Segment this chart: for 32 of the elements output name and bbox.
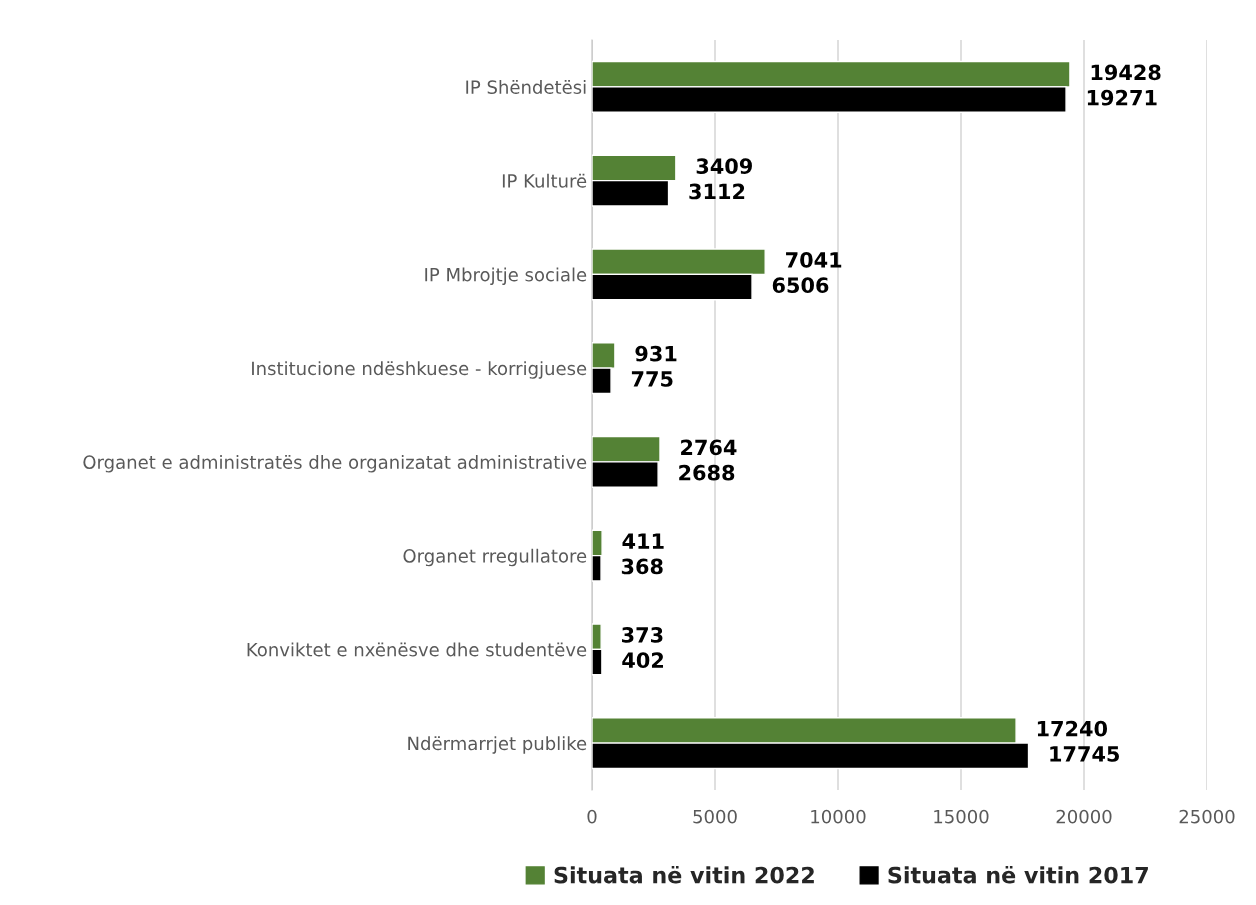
x-tick-label: 20000: [1056, 809, 1112, 824]
data-label: 373: [622, 627, 663, 643]
data-label: 411: [622, 533, 664, 549]
data-label: 368: [621, 558, 663, 575]
data-label: 19428: [1091, 64, 1161, 81]
x-tick-label: 15000: [934, 809, 989, 824]
data-label: 931: [635, 345, 677, 362]
x-tick-label: 25000: [1179, 809, 1235, 824]
x-tick-label: 0: [587, 809, 597, 824]
data-label: 775: [631, 371, 673, 387]
data-label: 402: [622, 652, 664, 669]
y-tick-label: Ndërmarrjet publike: [408, 736, 587, 754]
data-label: 2688: [679, 464, 735, 481]
legend-label: Situata në vitin 2022: [554, 865, 814, 884]
data-label: 17240: [1037, 720, 1108, 737]
y-tick-label: Konviktet e nxënësve dhe studentëve: [247, 642, 587, 657]
y-tick-label: IP Shëndetësi: [466, 80, 586, 94]
y-tick-label: IP Kulturë: [502, 173, 587, 188]
data-label: 7041: [786, 252, 842, 268]
data-label: 19271: [1087, 89, 1157, 106]
y-tick-label: Organet e administratës dhe organizatat administrative: [83, 455, 587, 473]
data-label: 17745: [1050, 746, 1119, 762]
x-tick-label: 10000: [811, 809, 866, 824]
x-tick-label: 5000: [693, 809, 737, 824]
data-label: 6506: [772, 277, 829, 294]
data-label: 3409: [696, 158, 752, 175]
y-tick-label: Institucione ndëshkuese - korrigjuese: [252, 361, 587, 379]
y-tick-label: IP Mbrojtje sociale: [425, 267, 587, 285]
legend-label: Situata në vitin 2017: [888, 865, 1148, 884]
y-tick-label: Organet rregullatore: [403, 548, 587, 567]
data-label: 3112: [689, 183, 745, 200]
data-label: 2764: [681, 439, 737, 456]
